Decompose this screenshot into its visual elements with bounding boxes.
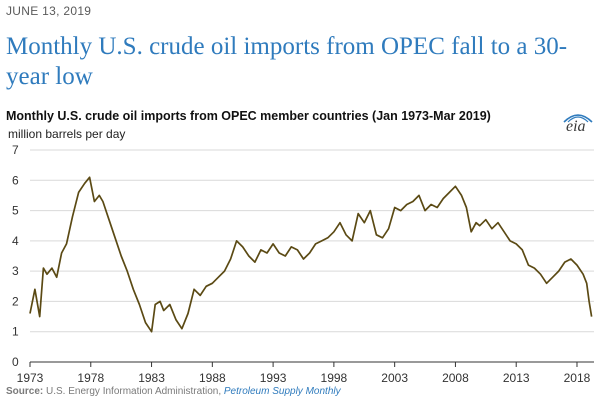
- x-tick-label: 2008: [442, 371, 469, 385]
- x-tick-label: 1978: [77, 371, 104, 385]
- y-axis-unit-label: million barrels per day: [8, 127, 126, 141]
- x-tick-label: 1983: [138, 371, 165, 385]
- source-label: Source:: [6, 386, 44, 397]
- x-tick-label: 2003: [381, 371, 408, 385]
- x-axis-ticks: 1973 1978 1983 1988 1993 1998 2003 2008 2013 2018: [17, 362, 591, 385]
- source-note: Source: U.S. Energy Information Administ…: [6, 386, 341, 397]
- y-tick-label: 7: [12, 143, 19, 157]
- publish-date: JUNE 13, 2019: [6, 4, 92, 18]
- x-tick-label: 1993: [260, 371, 287, 385]
- y-tick-label: 1: [12, 325, 19, 339]
- eia-logo-arc-icon: [563, 114, 593, 123]
- x-tick-label: 2018: [564, 371, 591, 385]
- source-agency: U.S. Energy Information Administration,: [43, 386, 224, 397]
- source-publication-link[interactable]: Petroleum Supply Monthly: [223, 386, 341, 397]
- x-tick-label: 2013: [503, 371, 530, 385]
- series-line-opec-imports: [29, 176, 593, 333]
- y-tick-label: 0: [12, 355, 19, 369]
- y-axis-ticks: 0 1 2 3 4 5 6 7: [12, 143, 19, 369]
- y-tick-label: 4: [12, 234, 19, 248]
- chart-grid: [30, 149, 594, 333]
- headline: Monthly U.S. crude oil imports from OPEC…: [6, 33, 568, 90]
- y-tick-label: 6: [12, 173, 19, 187]
- x-tick-label: 1998: [321, 371, 348, 385]
- y-tick-label: 3: [12, 264, 19, 278]
- x-tick-label: 1973: [17, 371, 44, 385]
- y-tick-label: 5: [12, 204, 19, 218]
- eia-logo[interactable]: eia: [566, 118, 586, 135]
- x-tick-label: 1988: [199, 371, 226, 385]
- chart-title: Monthly U.S. crude oil imports from OPEC…: [6, 109, 491, 123]
- y-tick-label: 2: [12, 294, 19, 308]
